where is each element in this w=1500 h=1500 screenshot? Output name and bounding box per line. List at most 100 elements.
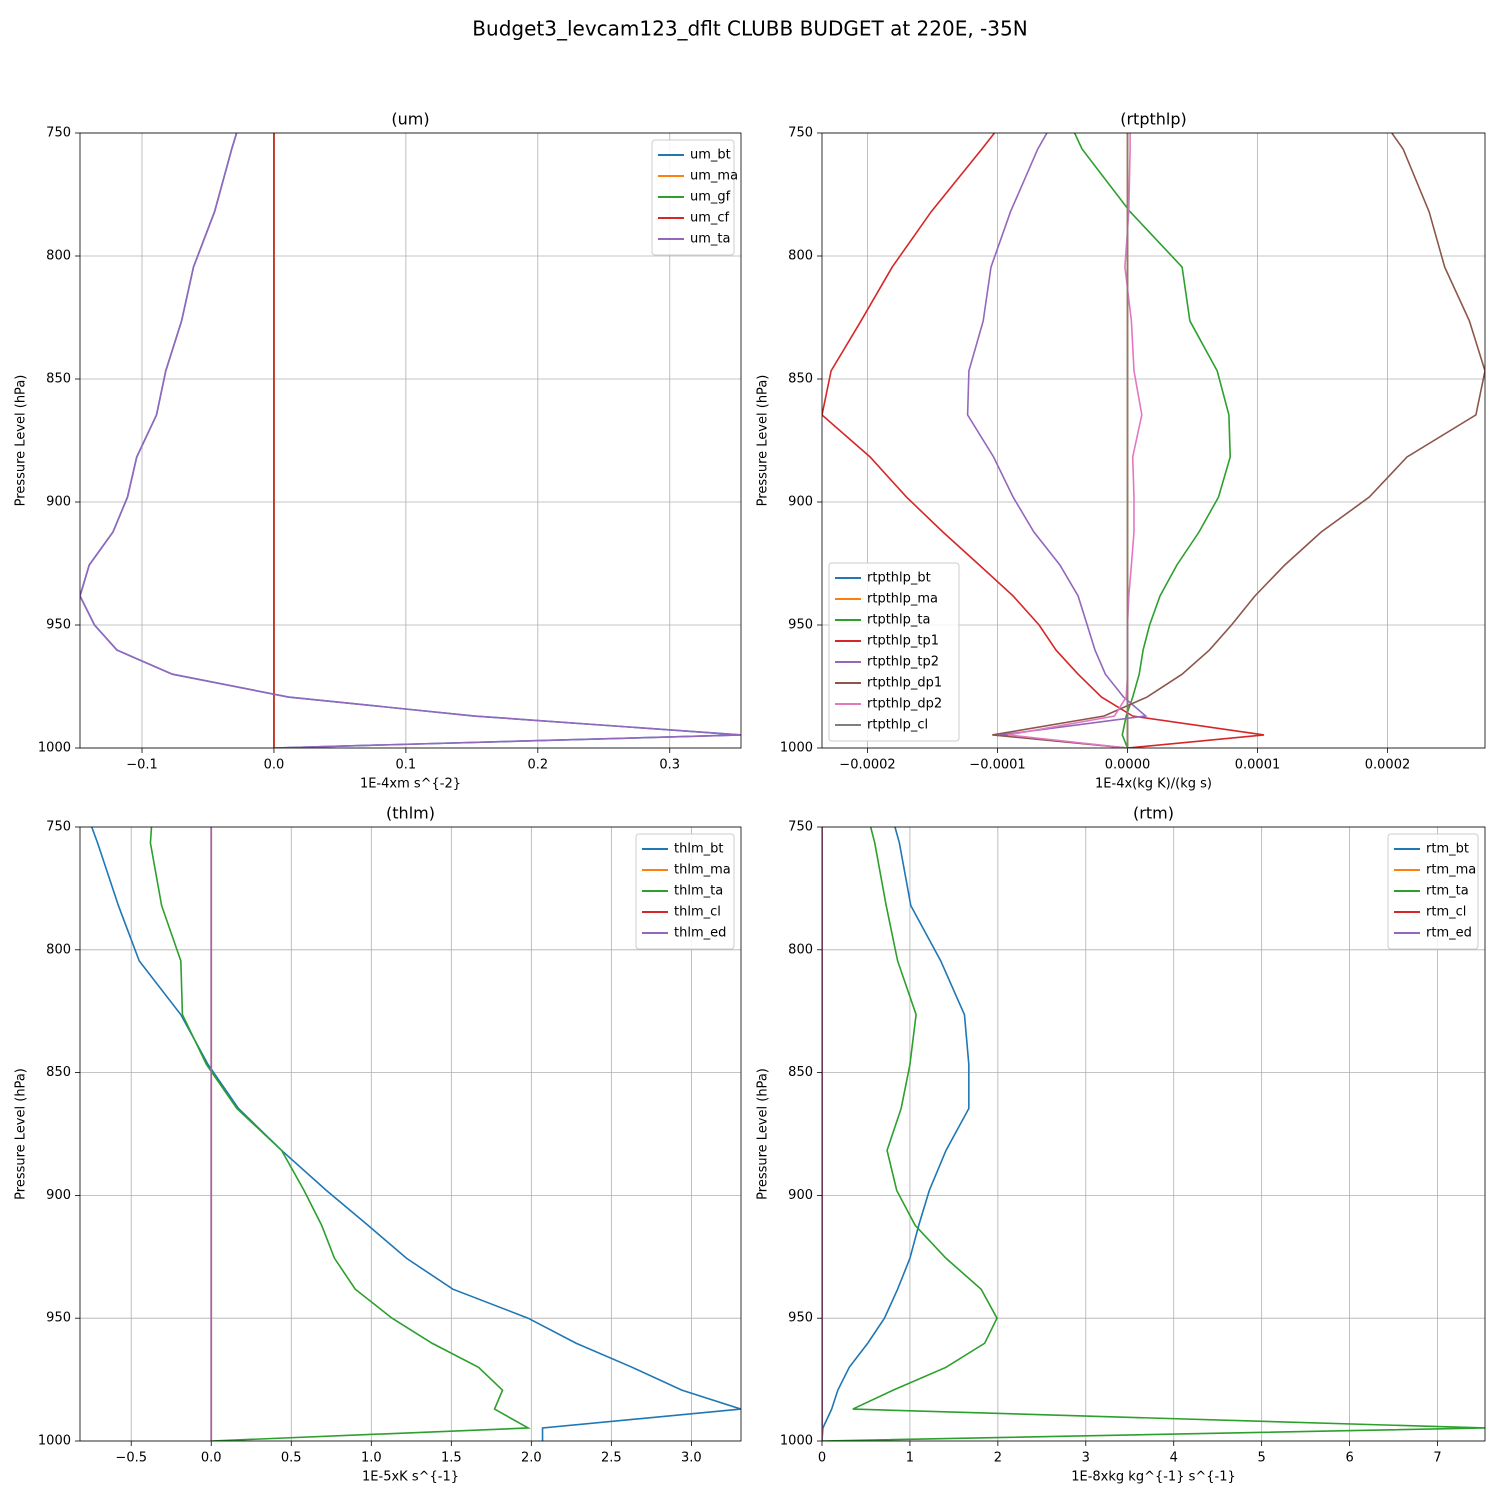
- x-tick-label: 0.0002: [1365, 758, 1411, 773]
- legend-label: rtm_ed: [1426, 926, 1472, 941]
- x-tick-label: −0.5: [115, 1451, 147, 1466]
- y-axis-label: Pressure Level (hPa): [14, 1068, 29, 1200]
- subplot-title: (thlm): [386, 804, 435, 823]
- legend-label: rtm_bt: [1426, 842, 1469, 857]
- legend-label: thlm_ta: [674, 884, 723, 899]
- series-line: [992, 133, 1485, 748]
- legend-label: thlm_bt: [674, 842, 723, 857]
- y-tick-label: 950: [788, 618, 813, 633]
- axes-frame: [79, 132, 742, 749]
- subplot-title: (um): [391, 110, 429, 129]
- y-tick-label: 850: [46, 372, 71, 387]
- series-line: [90, 827, 741, 1441]
- axes-frame: [79, 826, 742, 1442]
- x-tick-label: 2: [994, 1451, 1002, 1466]
- x-tick-label: 0.0001: [1235, 758, 1281, 773]
- figure-title: Budget3_levcam123_dflt CLUBB BUDGET at 2…: [472, 17, 1027, 41]
- subplot: (thlm) −0.5 0.0 0.5 1.0 1.5 2.0 2.5 3.0 750 800 850…: [14, 804, 742, 1485]
- x-tick-label: −0.0002: [839, 758, 895, 773]
- y-tick-label: 850: [788, 372, 813, 387]
- x-axis-label: 1E-5xK s^{-1}: [362, 1470, 459, 1485]
- plot-area: [90, 827, 741, 1441]
- legend-label: rtpthlp_bt: [867, 571, 931, 586]
- axes-frame: [821, 132, 1486, 749]
- x-tick-label: 6: [1345, 1451, 1353, 1466]
- x-tick-label: 1.0: [361, 1451, 382, 1466]
- y-tick-label: 750: [46, 820, 71, 835]
- series-line: [966, 133, 1148, 748]
- legend-label: thlm_ed: [674, 926, 726, 941]
- x-tick-label: 0: [818, 1451, 826, 1466]
- legend-label: rtm_ma: [1426, 863, 1476, 878]
- x-tick-label: 2.5: [601, 1451, 622, 1466]
- y-tick-label: 900: [788, 495, 813, 510]
- subplot: (um) −0.1 0.0 0.1 0.2 0.3 750 800 850 900 950 1000 1…: [14, 110, 742, 792]
- legend-box: [635, 833, 735, 950]
- x-tick-label: 0.0: [201, 1451, 222, 1466]
- y-tick-label: 1000: [780, 1434, 813, 1449]
- x-tick-label: 5: [1258, 1451, 1266, 1466]
- legend-label: rtpthlp_dp2: [867, 697, 942, 712]
- x-tick-label: 3: [1082, 1451, 1090, 1466]
- x-tick-label: 0.0: [264, 758, 285, 773]
- legend-label: rtpthlp_dp1: [867, 676, 942, 691]
- y-tick-label: 850: [788, 1065, 813, 1080]
- x-tick-label: 0.0000: [1105, 758, 1151, 773]
- y-axis-label: Pressure Level (hPa): [14, 375, 29, 507]
- y-tick-label: 1000: [780, 741, 813, 756]
- y-tick-label: 850: [46, 1065, 71, 1080]
- series-line: [822, 827, 970, 1441]
- y-tick-label: 800: [46, 942, 71, 957]
- y-tick-label: 800: [788, 249, 813, 264]
- plot-area: [80, 133, 741, 748]
- x-tick-label: 4: [1170, 1451, 1178, 1466]
- y-tick-label: 900: [46, 495, 71, 510]
- subplot: (rtm) 0 1 2 3 4 5 6 7 750 800 850 900 950 1000 1E-8xkg …: [756, 804, 1486, 1485]
- y-tick-label: 950: [788, 1311, 813, 1326]
- legend-box: [1387, 833, 1479, 950]
- legend-label: thlm_ma: [674, 863, 731, 878]
- y-tick-label: 750: [46, 126, 71, 141]
- legend-box: [651, 139, 735, 256]
- x-tick-label: 3.0: [681, 1451, 702, 1466]
- legend-label: rtpthlp_ma: [867, 592, 938, 607]
- legend-label: um_gf: [690, 190, 731, 205]
- x-tick-label: 7: [1433, 1451, 1441, 1466]
- subplot: (rtpthlp) −0.0002 −0.0001 0.0000 0.0001 0.000…: [756, 110, 1486, 792]
- series-line: [822, 827, 1485, 1441]
- legend-box: [828, 562, 960, 742]
- x-tick-label: 0.2: [527, 758, 548, 773]
- legend-label: rtpthlp_tp2: [867, 655, 939, 670]
- x-tick-label: 0.1: [396, 758, 417, 773]
- x-axis-label: 1E-8xkg kg^{-1} s^{-1}: [1071, 1470, 1236, 1485]
- subplot-title: (rtm): [1133, 804, 1174, 823]
- y-tick-label: 900: [788, 1188, 813, 1203]
- y-tick-label: 950: [46, 1311, 71, 1326]
- x-tick-label: 1.5: [441, 1451, 462, 1466]
- series-line: [149, 827, 531, 1441]
- y-tick-label: 750: [788, 820, 813, 835]
- series-line: [822, 133, 1265, 748]
- y-tick-label: 950: [46, 618, 71, 633]
- axes-frame: [821, 826, 1486, 1442]
- legend-label: um_bt: [690, 148, 731, 163]
- legend-label: um_ta: [690, 232, 730, 247]
- subplot-title: (rtpthlp): [1120, 110, 1187, 129]
- y-tick-label: 800: [788, 942, 813, 957]
- x-tick-label: −0.0001: [969, 758, 1025, 773]
- x-tick-label: 2.0: [521, 1451, 542, 1466]
- legend-label: rtpthlp_cl: [867, 718, 928, 733]
- plot-area: [822, 827, 1485, 1441]
- x-axis-label: 1E-4xm s^{-2}: [360, 777, 461, 792]
- y-tick-label: 750: [788, 126, 813, 141]
- legend-label: rtm_cl: [1426, 905, 1466, 920]
- y-tick-label: 900: [46, 1188, 71, 1203]
- legend-label: rtm_ta: [1426, 884, 1469, 899]
- y-axis-label: Pressure Level (hPa): [756, 375, 771, 507]
- x-tick-label: 1: [906, 1451, 914, 1466]
- plot-area: [822, 133, 1485, 748]
- y-tick-label: 1000: [38, 741, 71, 756]
- x-tick-label: 0.3: [659, 758, 680, 773]
